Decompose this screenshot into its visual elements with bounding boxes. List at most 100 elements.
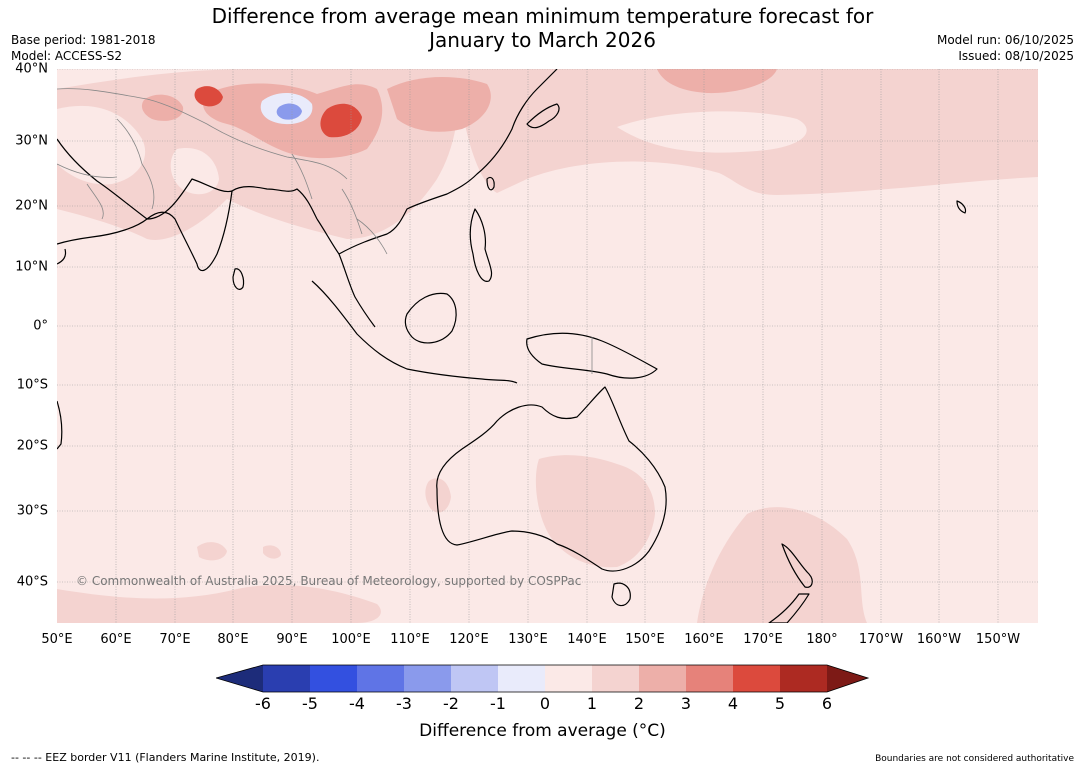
coast-new-zealand-south: [768, 593, 810, 623]
anomaly-region-indian-south: [57, 584, 381, 623]
colorbar-segment: [592, 665, 639, 692]
model-name: Model: ACCESS-S2: [11, 49, 123, 63]
issued-date: Issued: 08/10/2025: [958, 49, 1074, 63]
colorbar-tick: -2: [443, 694, 459, 713]
border-asia-2: [291, 153, 388, 255]
lat-label: 40°N: [15, 61, 48, 77]
lon-label: 80°E: [217, 632, 249, 647]
colorbar-segment: [451, 665, 498, 692]
coast-japan: [526, 103, 560, 129]
lon-label: 150°W: [975, 632, 1021, 647]
lon-label: 160°E: [684, 632, 724, 647]
country-borders: [57, 88, 593, 374]
lon-label: 170°W: [858, 632, 904, 647]
lat-label: 10°N: [15, 259, 48, 275]
colorbar-tick: 3: [680, 694, 692, 713]
coast-philippines: [469, 208, 493, 282]
anomaly-map: [57, 69, 1038, 623]
colorbar-tick: -6: [255, 694, 271, 713]
anomaly-region-pacific-light: [617, 111, 807, 153]
colorbar-segment: [639, 665, 686, 692]
colorbar-tick: 0: [539, 694, 551, 713]
colorbar-segment: [780, 665, 827, 692]
coast-india: [146, 178, 233, 272]
coast-southeast-asia: [316, 69, 558, 328]
coast-new-zealand-north: [781, 543, 813, 588]
coast-tasmania: [611, 582, 631, 607]
colorbar-segment: [263, 665, 310, 692]
coastlines: [57, 69, 967, 623]
colorbar-tick: -3: [396, 694, 412, 713]
colorbar-tick: -4: [349, 694, 365, 713]
lon-label: 60°E: [100, 632, 132, 647]
anomaly-region-northeast-asia: [387, 77, 491, 132]
coast-taiwan: [486, 176, 495, 191]
border-middle-east: [57, 163, 118, 220]
colorbar-tick: 6: [821, 694, 833, 713]
coast-sri-lanka: [232, 268, 245, 290]
boundaries-disclaimer: Boundaries are not considered authoritat…: [875, 754, 1074, 764]
anomaly-region-hot-1: [194, 86, 223, 107]
colorbar-outline: [216, 664, 870, 693]
border-asia-1: [57, 88, 348, 180]
lon-label: 70°E: [159, 632, 191, 647]
lat-label: 10°S: [16, 377, 48, 393]
meta-left: Base period: 1981-2018 Model: ACCESS-S2: [11, 32, 156, 64]
anomaly-region-south-ocean: [697, 507, 867, 623]
coast-sumatra-java: [311, 280, 518, 384]
lon-label: 50°E: [41, 632, 73, 647]
lat-label: 0°: [33, 318, 48, 334]
colorbar-arrow-left: [216, 665, 263, 692]
colorbar-segment: [498, 665, 545, 692]
colorbar-segment: [733, 665, 780, 692]
title-line-2: January to March 2026: [429, 28, 656, 52]
border-india-west: [116, 118, 155, 210]
anomaly-region-pakistan: [141, 94, 184, 121]
lon-label: 160°W: [916, 632, 962, 647]
anomaly-region-hot-2: [320, 103, 362, 138]
lon-label: 180°: [806, 632, 838, 647]
coast-new-guinea: [526, 332, 658, 379]
coast-hawaii: [956, 200, 967, 214]
colorbar-segment: [357, 665, 404, 692]
lat-label: 20°N: [15, 198, 48, 214]
colorbar-tick: -5: [302, 694, 318, 713]
coast-australia: [436, 386, 667, 572]
colorbar-segment: [545, 665, 592, 692]
colorbar-segment: [404, 665, 451, 692]
colorbar-label: Difference from average (°C): [419, 721, 666, 741]
colorbar-tick: 2: [633, 694, 645, 713]
map-frame: [57, 69, 1038, 623]
lon-label: 150°E: [625, 632, 665, 647]
colorbar-arrow-right: [827, 665, 868, 692]
map-title: Difference from average mean minimum tem…: [0, 4, 1085, 52]
lon-label: 90°E: [276, 632, 308, 647]
lon-label: 120°E: [449, 632, 489, 647]
lon-label: 170°E: [743, 632, 783, 647]
lat-label: 30°N: [15, 133, 48, 149]
anomaly-region-arctic-edge: [657, 69, 777, 94]
lon-label: 140°E: [567, 632, 607, 647]
anomaly-region-south-blob-1: [197, 542, 227, 561]
colorbar: [216, 664, 870, 693]
lat-label: 30°S: [16, 503, 48, 519]
coast-bay-of-bengal: [231, 186, 318, 220]
base-period: Base period: 1981-2018: [11, 33, 156, 47]
model-run: Model run: 06/10/2025: [936, 33, 1074, 47]
lon-label: 100°E: [331, 632, 371, 647]
anomaly-region-india-light: [170, 148, 219, 195]
colorbar-tick: 5: [774, 694, 786, 713]
colorbar-tick: -1: [490, 694, 506, 713]
colorbar-segment: [686, 665, 733, 692]
colorbar-tick: 1: [586, 694, 598, 713]
coast-borneo: [404, 292, 457, 344]
lat-label: 40°S: [16, 574, 48, 590]
lon-label: 130°E: [508, 632, 548, 647]
graticule: [57, 69, 1038, 623]
colorbar-tick: 4: [727, 694, 739, 713]
coast-africa-east: [57, 248, 67, 450]
anomaly-region-west-australia: [425, 478, 451, 513]
lat-label: 20°S: [16, 438, 48, 454]
colorbar-segment: [310, 665, 357, 692]
title-line-1: Difference from average mean minimum tem…: [211, 4, 874, 28]
